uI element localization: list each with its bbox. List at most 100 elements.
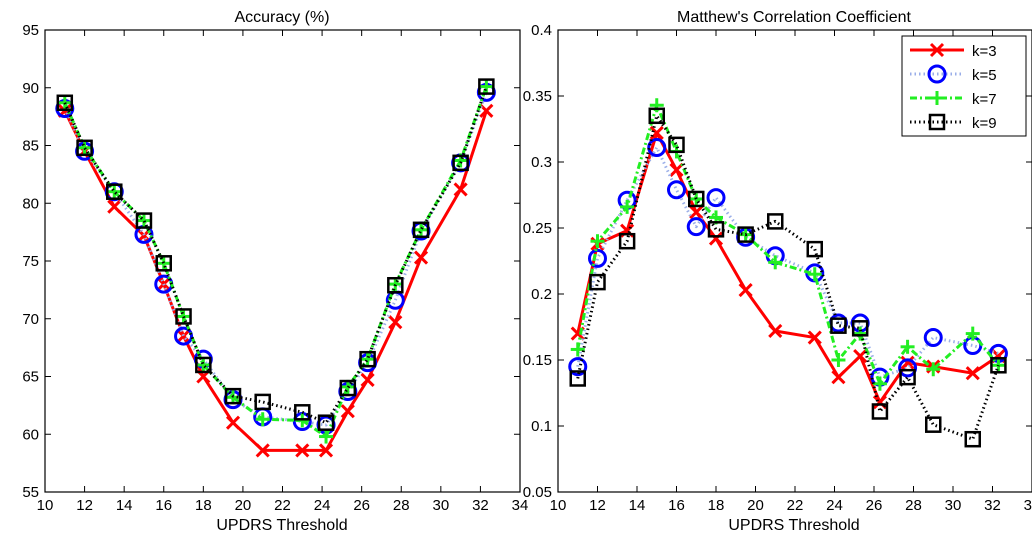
x-tick-label: 18 <box>708 497 725 514</box>
series-k5-line <box>63 91 488 427</box>
series-k9-point <box>871 403 889 420</box>
series-k7-point <box>156 256 171 271</box>
x-tick-label: 20 <box>747 497 764 514</box>
series-k3-point <box>807 330 822 345</box>
series-k3-point <box>318 443 334 458</box>
x-tick-label: 16 <box>668 497 685 514</box>
y-tick-label: 90 <box>22 80 39 97</box>
x-tick-label: 22 <box>787 497 804 514</box>
series-k5-point <box>568 357 588 377</box>
series-k9-point <box>317 414 335 431</box>
x-tick-label: 12 <box>76 497 93 514</box>
series-k7-point <box>590 234 605 249</box>
series-k5-point <box>686 217 706 237</box>
series-k9-point <box>478 78 495 95</box>
legend-label: k=7 <box>972 91 997 108</box>
series-k9-point <box>359 350 376 368</box>
legend-label: k=9 <box>972 115 997 132</box>
series-k3-point <box>176 329 191 344</box>
series-k3-point <box>768 323 783 339</box>
series-k9-point <box>175 308 192 325</box>
y-tick-label: 55 <box>22 484 39 501</box>
series-k3-point <box>708 231 724 246</box>
series-k9-point <box>707 221 725 238</box>
series-k7-point <box>900 339 915 354</box>
series-k9-point <box>990 357 1007 374</box>
x-tick-label: 34 <box>512 497 529 514</box>
series-k7-point <box>107 184 122 199</box>
x-tick-label: 30 <box>945 497 962 514</box>
x-tick-label: 14 <box>629 497 646 514</box>
series-k5-point <box>923 328 943 348</box>
series-k9-point <box>899 368 916 386</box>
x-tick-label: 20 <box>235 497 252 514</box>
series-k9-point <box>254 393 271 411</box>
x-tick-label: 18 <box>195 497 212 514</box>
series-k7-point <box>926 362 941 377</box>
series-k7-point <box>831 353 846 367</box>
series-k5-point <box>647 137 667 157</box>
series-k3-point <box>965 366 980 381</box>
series-k9-line <box>576 114 1000 441</box>
series-k9-point <box>387 277 404 294</box>
y-tick-label: 70 <box>22 311 39 328</box>
series-k3-point <box>453 182 468 197</box>
y-tick-label: 80 <box>22 195 39 212</box>
series-k7-point <box>649 98 664 113</box>
x-tick-label: 26 <box>866 497 883 514</box>
series-k3-point <box>107 199 122 214</box>
y-tick-label: 0.15 <box>523 352 552 369</box>
series-k7-point <box>620 199 635 214</box>
y-tick-label: 0.35 <box>523 88 552 105</box>
series-k9-point <box>668 136 685 154</box>
series-k5-point <box>174 326 194 346</box>
x-tick-label: 30 <box>432 497 449 514</box>
x-tick-label: 28 <box>393 497 410 514</box>
accuracy-chart-title: Accuracy (%) <box>234 9 329 26</box>
x-tick-label: 14 <box>116 497 133 514</box>
x-tick-label: 12 <box>589 497 606 514</box>
series-k3-point <box>295 443 310 458</box>
series-k9-point <box>452 154 469 172</box>
series-k9-point <box>224 387 242 405</box>
series-k7-point <box>853 326 868 341</box>
series-k9-point <box>135 212 153 229</box>
series-k7-point <box>807 267 822 282</box>
series-k7-point <box>768 255 783 270</box>
y-tick-label: 0.1 <box>531 418 552 435</box>
x-tick-label: 26 <box>353 497 370 514</box>
series-k7-point <box>414 222 429 237</box>
series-k9-point <box>56 94 74 112</box>
series-k3 <box>57 103 494 458</box>
series-k9-point <box>806 240 823 258</box>
series-k3-point <box>413 250 429 265</box>
accuracy-chart-xlabel: UPDRS Threshold <box>216 517 347 534</box>
series-k5-point <box>588 248 607 268</box>
series-k3-point <box>340 404 355 419</box>
series-k3-point <box>689 205 704 220</box>
series-k5-point <box>667 180 686 200</box>
mcc-chart: Matthew's Correlation Coefficient UPDRS … <box>523 9 1032 534</box>
series-k7-point <box>360 352 375 367</box>
series-k3-point <box>388 315 403 330</box>
y-tick-label: 0.2 <box>531 286 552 303</box>
legend-marker <box>927 64 947 84</box>
x-tick-label: 10 <box>37 497 54 514</box>
series-k5-point <box>898 358 918 378</box>
accuracy-chart: Accuracy (%) UPDRS Threshold 10 12 14 16 18 2… <box>22 9 528 534</box>
series-k9-point <box>618 232 636 250</box>
series-k9-point <box>412 221 430 239</box>
legend-label: k=5 <box>972 67 997 84</box>
x-tick-label: 24 <box>314 497 331 514</box>
series-k3-point <box>738 282 753 298</box>
series-k7-point <box>319 429 334 444</box>
legend-marker <box>928 113 946 131</box>
mcc-chart-title: Matthew's Correlation Coefficient <box>677 9 912 26</box>
series-k3-point <box>831 370 846 385</box>
plot-area <box>44 29 521 493</box>
y-tick-label: 60 <box>22 426 39 443</box>
series-k9-point <box>830 317 847 334</box>
series-k7-point <box>255 412 270 427</box>
series-k7 <box>57 79 494 444</box>
